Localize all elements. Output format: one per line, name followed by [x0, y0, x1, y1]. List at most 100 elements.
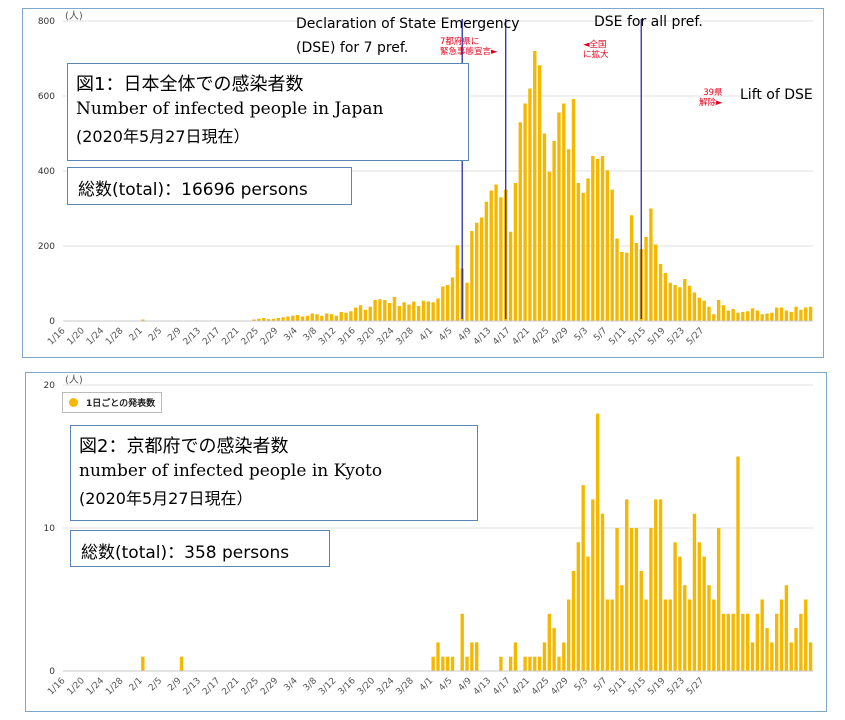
japan-bar — [731, 309, 735, 321]
japan-y-tick-label: 800 — [38, 17, 55, 27]
kyoto-bar — [581, 485, 585, 671]
japan-bar — [799, 309, 803, 321]
kyoto-bar — [741, 613, 745, 671]
japan-bar — [489, 190, 493, 321]
japan-x-tick-label: 2/17 — [201, 326, 222, 347]
japan-x-tick-label: 1/16 — [46, 326, 68, 348]
japan-bar — [542, 133, 547, 321]
kyoto-legend-label: 1日ごとの発表数 — [86, 399, 156, 409]
kyoto-bar — [542, 642, 547, 671]
kyoto-bar — [804, 599, 808, 671]
japan-bar — [620, 252, 624, 321]
kyoto-bar — [436, 642, 440, 671]
japan-x-tick-label: 4/1 — [418, 326, 435, 343]
japan-bar — [402, 302, 406, 321]
japan-bar — [683, 279, 687, 321]
kyoto-bar — [629, 528, 634, 671]
kyoto-bar — [644, 599, 648, 671]
japan-x-tick-label: 5/27 — [685, 326, 706, 347]
japan-bar — [794, 306, 798, 321]
kyoto-x-tick-label: 3/4 — [282, 676, 300, 694]
kyoto-bar — [513, 642, 518, 671]
japan-y-tick-label: 400 — [38, 167, 55, 177]
kyoto-bar — [431, 656, 435, 671]
kyoto-bar — [557, 656, 561, 671]
japan-bar — [262, 318, 266, 321]
japan-bar — [770, 312, 774, 321]
japan-bar — [368, 306, 372, 321]
kyoto-bar — [475, 642, 479, 671]
japan-x-tick-label: 2/29 — [259, 326, 281, 348]
kyoto-legend: 1日ごとの発表数 — [62, 392, 163, 413]
kyoto-x-tick-label: 5/15 — [627, 676, 648, 697]
kyoto-x-tick-label: 1/28 — [104, 676, 126, 698]
kyoto-bar — [615, 528, 619, 671]
japan-bar — [605, 170, 610, 321]
annotation-lift-dse: Lift of DSE — [740, 87, 813, 103]
legend-dot-icon — [69, 398, 78, 407]
japan-x-tick-label: 2/25 — [240, 326, 261, 347]
kyoto-x-tick-label: 3/20 — [356, 676, 378, 698]
japan-bar — [745, 311, 750, 321]
japan-bar — [654, 244, 658, 321]
japan-x-tick-label: 5/15 — [627, 326, 648, 347]
japan-total: 総数(total)：16696 persons — [78, 180, 308, 200]
kyoto-bar — [750, 642, 755, 671]
kyoto-bar — [586, 556, 590, 671]
japan-x-tick-label: 2/21 — [220, 326, 241, 347]
japan-bar — [644, 237, 648, 321]
japan-bar — [697, 297, 701, 321]
japan-bar — [736, 312, 740, 321]
japan-bar — [349, 311, 353, 321]
kyoto-bar — [799, 613, 803, 671]
japan-bar — [557, 112, 561, 321]
kyoto-bar — [726, 613, 731, 671]
japan-bar — [760, 314, 764, 321]
japan-x-tick-label: 5/3 — [573, 326, 590, 343]
annotation-dse-all-pref-jp: ◄全国 に拡大 — [583, 40, 609, 60]
kyoto-x-tick-label: 2/25 — [240, 676, 261, 697]
japan-bar — [450, 277, 455, 321]
japan-bar — [537, 65, 542, 321]
kyoto-bar — [576, 542, 581, 671]
japan-bar — [441, 286, 445, 321]
japan-bar — [775, 307, 779, 321]
kyoto-x-tick-label: 4/1 — [418, 676, 435, 693]
kyoto-x-tick-label: 4/5 — [437, 676, 454, 693]
japan-bar — [407, 304, 411, 321]
kyoto-x-tick-label: 5/3 — [573, 676, 590, 693]
kyoto-bar — [654, 499, 658, 671]
japan-x-tick-label: 3/24 — [375, 326, 397, 348]
japan-bar — [518, 122, 522, 321]
kyoto-bar — [770, 642, 774, 671]
kyoto-x-tick-label: 2/13 — [182, 676, 203, 697]
kyoto-x-tick-label: 4/25 — [530, 676, 551, 697]
japan-bar — [455, 245, 460, 321]
kyoto-x-tick-label: 4/13 — [472, 676, 493, 697]
japan-x-tick-label: 5/19 — [646, 326, 668, 348]
japan-bar — [329, 314, 334, 321]
japan-x-tick-label: 2/13 — [182, 326, 203, 347]
japan-bar — [354, 307, 358, 321]
kyoto-bar — [683, 585, 687, 671]
kyoto-x-tick-label: 3/12 — [317, 676, 338, 697]
japan-bar — [475, 222, 479, 321]
kyoto-bar — [721, 613, 726, 671]
japan-bar — [755, 310, 760, 321]
kyoto-bar — [528, 656, 532, 671]
kyoto-bar — [571, 570, 576, 671]
kyoto-x-tick-label: 5/19 — [646, 676, 668, 698]
japan-bar — [615, 238, 619, 321]
japan-subtitle: Number of infected people in Japan — [76, 99, 384, 119]
kyoto-bar — [789, 642, 793, 671]
japan-bar — [533, 51, 537, 321]
japan-bar — [591, 156, 595, 321]
japan-x-tick-label: 4/25 — [530, 326, 551, 347]
japan-bar — [784, 310, 789, 321]
kyoto-y-tick-label: 20 — [44, 381, 56, 391]
japan-bar — [295, 315, 300, 321]
kyoto-bar — [663, 599, 668, 671]
japan-bar — [508, 231, 513, 321]
japan-bar — [358, 305, 363, 321]
japan-y-tick-label: 200 — [38, 242, 55, 252]
